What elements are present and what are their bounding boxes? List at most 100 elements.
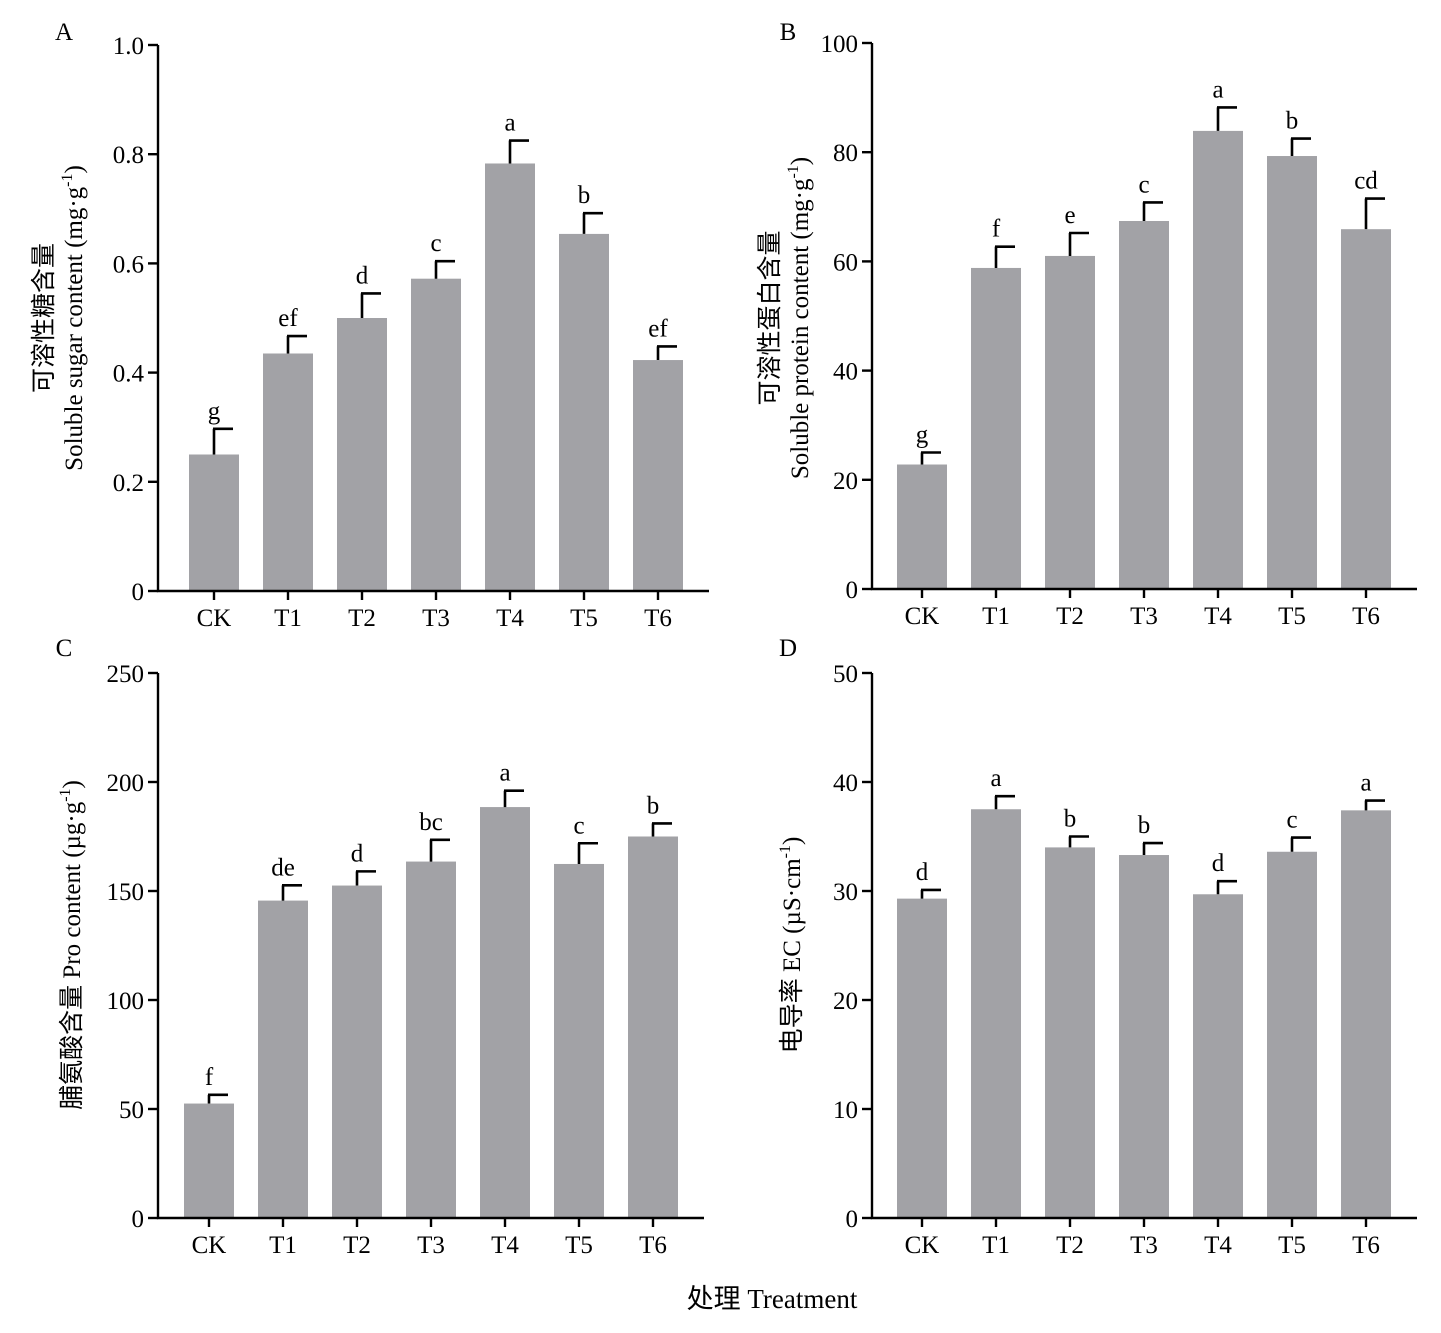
- sig-letter-c-t6: b: [647, 792, 660, 819]
- sig-letter-a-t1: ef: [278, 305, 298, 332]
- panel-letter-a: A: [55, 19, 73, 46]
- bar-b-ck: [897, 464, 947, 589]
- bar-d-t3: [1119, 855, 1169, 1218]
- x-tick-label-c-t4: T4: [491, 1232, 519, 1259]
- error-bar-c-ck: [207, 1093, 228, 1104]
- sig-letter-c-t4: a: [499, 760, 510, 787]
- y-tick-label-b-0: 0: [846, 577, 859, 604]
- sig-letter-a-t3: c: [430, 230, 441, 257]
- sig-letter-b-t5: b: [1286, 108, 1299, 135]
- y-axis-label-sup-c: -1: [57, 788, 74, 801]
- sig-letter-c-t2: d: [351, 840, 364, 867]
- sig-letter-d-t1: a: [990, 765, 1001, 792]
- y-axis-label-tail-d: ): [779, 837, 806, 845]
- x-tick-label-b-t3: T3: [1130, 603, 1158, 630]
- sig-letter-a-t6: ef: [648, 315, 668, 342]
- bar-b-t5: [1267, 156, 1317, 589]
- y-axis-label-c: 脯氨酸含量 Pro content (µg·g-1): [57, 780, 86, 1110]
- bar-a-t1: [263, 353, 313, 591]
- sig-letter-a-ck: g: [208, 398, 221, 425]
- x-tick-label-d-t3: T3: [1130, 1232, 1158, 1259]
- error-bar-b-t3: [1142, 201, 1163, 221]
- error-bar-b-t2: [1068, 231, 1089, 256]
- bar-a-t4: [485, 163, 535, 591]
- x-tick-label-a-ck: CK: [197, 605, 232, 632]
- bar-d-t5: [1267, 851, 1317, 1218]
- x-tick-label-b-ck: CK: [905, 603, 940, 630]
- bar-b-t4: [1193, 130, 1243, 589]
- x-tick-label-c-t5: T5: [565, 1232, 593, 1259]
- y-axis-label-b: 可溶性蛋白含量 Soluble protein content (mg·g-1): [756, 157, 814, 479]
- error-bar-d-t1: [994, 794, 1015, 810]
- x-tick-label-c-t2: T2: [343, 1232, 371, 1259]
- x-tick-label-c-t6: T6: [639, 1232, 667, 1259]
- y-axis-label-sup-a: -1: [59, 174, 76, 187]
- bar-d-t6: [1341, 810, 1391, 1218]
- y-tick-label-b-5: 100: [821, 31, 859, 58]
- error-bar-c-t6: [651, 822, 672, 837]
- y-axis-label-cn-c: 脯氨酸含量: [58, 985, 86, 1110]
- y-tick-label-b-3: 60: [833, 249, 858, 276]
- error-bar-a-t5: [582, 211, 603, 234]
- bar-b-t6: [1341, 229, 1391, 589]
- x-tick-label-b-t4: T4: [1204, 603, 1232, 630]
- sig-letter-b-t4: a: [1212, 76, 1223, 103]
- panel-letter-b: B: [780, 19, 797, 46]
- y-axis-label-cn-d: 电导率: [778, 978, 806, 1053]
- y-tick-label-c-1: 50: [119, 1097, 144, 1124]
- y-tick-label-a-0: 0: [132, 579, 145, 606]
- error-bar-c-t3: [429, 838, 450, 862]
- y-tick-label-a-5: 1.0: [113, 33, 144, 60]
- sig-letter-b-ck: g: [916, 422, 929, 449]
- y-tick-label-a-3: 0.6: [113, 251, 144, 278]
- x-tick-label-c-t3: T3: [417, 1232, 445, 1259]
- sig-letter-d-t4: d: [1212, 850, 1225, 877]
- bar-d-t1: [971, 809, 1021, 1218]
- y-tick-label-a-4: 0.8: [113, 142, 144, 169]
- y-tick-label-a-2: 0.4: [113, 361, 145, 388]
- sig-letter-d-t2: b: [1064, 806, 1077, 833]
- sig-letter-b-t3: c: [1138, 171, 1149, 198]
- error-bar-b-ck: [920, 451, 941, 465]
- bar-a-ck: [189, 454, 239, 591]
- x-tick-label-a-t2: T2: [348, 605, 376, 632]
- sig-letter-d-t6: a: [1360, 770, 1371, 797]
- x-tick-label-a-t4: T4: [496, 605, 524, 632]
- error-bar-b-t5: [1290, 137, 1311, 157]
- y-axis-label-en-c: Pro content (µg·g: [59, 801, 86, 985]
- y-axis-label-tail-b: ): [787, 157, 814, 165]
- error-bar-c-t1: [281, 884, 302, 901]
- x-tick-label-b-t5: T5: [1278, 603, 1306, 630]
- y-axis-label-cn-a: 可溶性糖含量: [30, 243, 58, 393]
- y-tick-label-d-3: 30: [833, 879, 858, 906]
- error-bar-c-t4: [503, 789, 524, 808]
- y-tick-label-b-1: 20: [833, 468, 858, 495]
- sig-letter-d-ck: d: [916, 859, 929, 886]
- y-tick-label-c-5: 250: [107, 661, 145, 688]
- panel-b: Bg CK f T1 e T2 c T3 a T4 b T5 cd T6 0 20 40 60 80 100 可溶性蛋白…: [756, 19, 1417, 630]
- x-tick-label-c-t1: T1: [269, 1232, 297, 1259]
- bar-d-t2: [1045, 847, 1095, 1218]
- y-axis-label-en-b: Soluble protein content (mg·g: [787, 178, 814, 479]
- bar-c-t3: [406, 861, 456, 1218]
- sig-letter-b-t6: cd: [1354, 168, 1378, 195]
- x-tick-label-a-t5: T5: [570, 605, 598, 632]
- y-tick-label-d-4: 40: [833, 770, 858, 797]
- error-bar-d-t3: [1142, 841, 1163, 856]
- sig-letter-a-t5: b: [578, 182, 591, 209]
- y-tick-label-c-3: 150: [107, 879, 145, 906]
- y-axis-label-sup-b: -1: [785, 165, 802, 178]
- bar-c-t1: [258, 900, 308, 1218]
- panel-letter-d: D: [779, 635, 797, 662]
- sig-letter-b-t1: f: [992, 216, 1001, 243]
- x-tick-label-d-t6: T6: [1352, 1232, 1380, 1259]
- x-tick-label-d-t4: T4: [1204, 1232, 1232, 1259]
- sig-letter-c-t1: de: [271, 854, 295, 881]
- bar-b-t3: [1119, 220, 1169, 589]
- y-tick-label-b-4: 80: [833, 140, 858, 167]
- y-tick-label-c-2: 100: [107, 988, 145, 1015]
- x-tick-label-b-t6: T6: [1352, 603, 1380, 630]
- y-tick-label-d-1: 10: [833, 1097, 858, 1124]
- x-tick-label-d-t1: T1: [982, 1232, 1010, 1259]
